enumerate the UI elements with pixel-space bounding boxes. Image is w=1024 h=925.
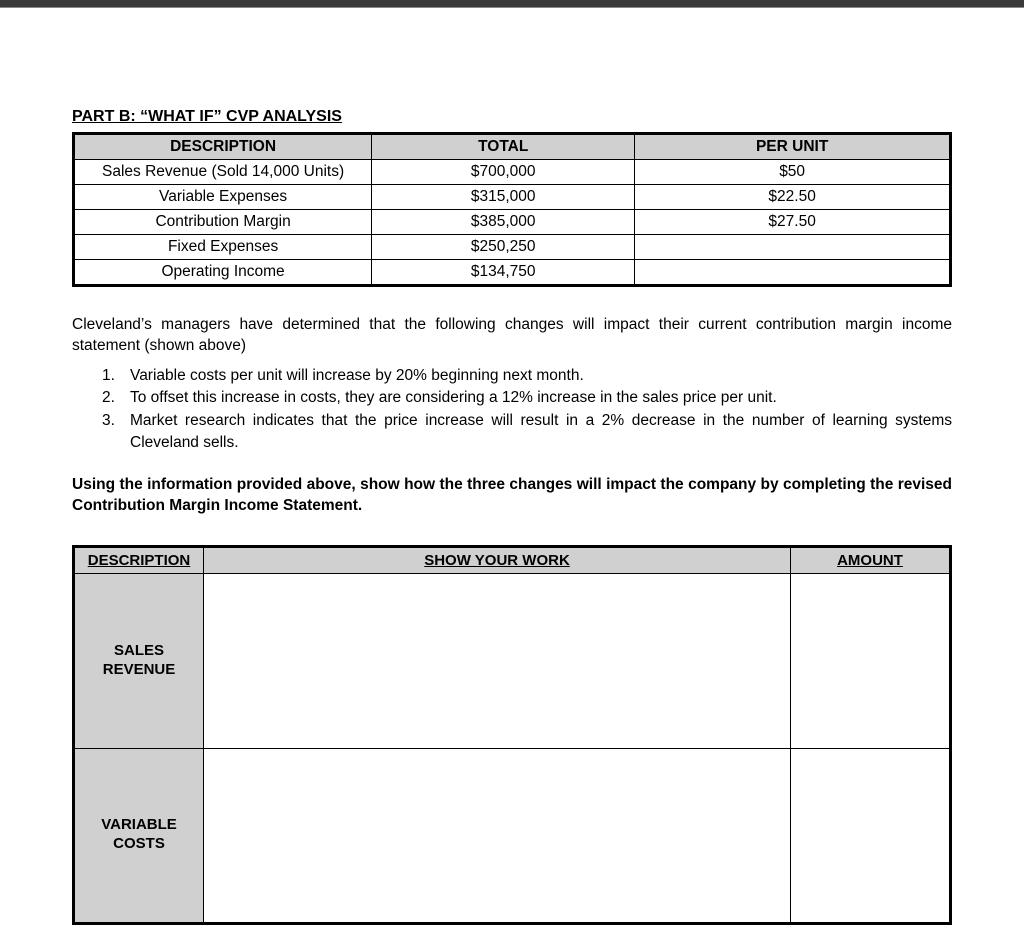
document-page: PART B: “WHAT IF” CVP ANALYSIS DESCRIPTI…: [0, 8, 1024, 925]
cell-description: Sales Revenue (Sold 14,000 Units): [74, 160, 372, 185]
work-header-show-work: SHOW YOUR WORK: [204, 546, 791, 573]
list-item: 3.Market research indicates that the pri…: [102, 410, 952, 455]
header-per-unit: PER UNIT: [635, 134, 951, 160]
table-header-row: DESCRIPTION TOTAL PER UNIT: [74, 134, 951, 160]
work-cell: [204, 748, 791, 923]
list-item: 2.To offset this increase in costs, they…: [102, 387, 952, 409]
cell-description: Fixed Expenses: [74, 235, 372, 260]
work-header-description: DESCRIPTION: [74, 546, 204, 573]
window-top-bar: [0, 0, 1024, 8]
table-row: Contribution Margin $385,000 $27.50: [74, 210, 951, 235]
list-item-text: Variable costs per unit will increase by…: [130, 367, 584, 384]
list-item-text: Market research indicates that the price…: [130, 412, 952, 451]
intro-paragraph: Cleveland’s managers have determined tha…: [72, 315, 952, 357]
table-row: Fixed Expenses $250,250: [74, 235, 951, 260]
work-table-row: VARIABLECOSTS: [74, 748, 951, 923]
table-row: Operating Income $134,750: [74, 260, 951, 286]
cell-per-unit: [635, 260, 951, 286]
amount-cell: [791, 748, 951, 923]
header-total: TOTAL: [372, 134, 635, 160]
part-title: PART B: “WHAT IF” CVP ANALYSIS: [72, 108, 952, 126]
list-item-text: To offset this increase in costs, they a…: [130, 389, 777, 406]
work-table: DESCRIPTION SHOW YOUR WORK AMOUNT SALESR…: [72, 545, 952, 925]
cell-per-unit: $27.50: [635, 210, 951, 235]
cell-total: $250,250: [372, 235, 635, 260]
work-header-amount: AMOUNT: [791, 546, 951, 573]
list-item: 1.Variable costs per unit will increase …: [102, 365, 952, 387]
work-table-header-row: DESCRIPTION SHOW YOUR WORK AMOUNT: [74, 546, 951, 573]
cvp-analysis-table: DESCRIPTION TOTAL PER UNIT Sales Revenue…: [72, 132, 952, 287]
work-row-label: VARIABLECOSTS: [74, 748, 204, 923]
cell-description: Variable Expenses: [74, 185, 372, 210]
cell-total: $134,750: [372, 260, 635, 286]
cell-per-unit: [635, 235, 951, 260]
work-table-row: SALESREVENUE: [74, 573, 951, 748]
cell-per-unit: $50: [635, 160, 951, 185]
table-row: Sales Revenue (Sold 14,000 Units) $700,0…: [74, 160, 951, 185]
work-row-label: SALESREVENUE: [74, 573, 204, 748]
cell-description: Operating Income: [74, 260, 372, 286]
cell-total: $385,000: [372, 210, 635, 235]
changes-list: 1.Variable costs per unit will increase …: [72, 365, 952, 455]
instruction-paragraph: Using the information provided above, sh…: [72, 475, 952, 517]
header-description: DESCRIPTION: [74, 134, 372, 160]
cell-description: Contribution Margin: [74, 210, 372, 235]
cell-total: $315,000: [372, 185, 635, 210]
table-row: Variable Expenses $315,000 $22.50: [74, 185, 951, 210]
cell-total: $700,000: [372, 160, 635, 185]
cell-per-unit: $22.50: [635, 185, 951, 210]
work-cell: [204, 573, 791, 748]
amount-cell: [791, 573, 951, 748]
